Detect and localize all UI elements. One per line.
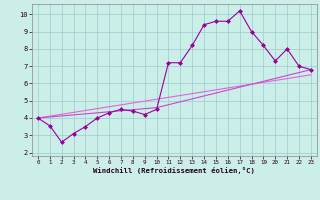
X-axis label: Windchill (Refroidissement éolien,°C): Windchill (Refroidissement éolien,°C) bbox=[93, 167, 255, 174]
